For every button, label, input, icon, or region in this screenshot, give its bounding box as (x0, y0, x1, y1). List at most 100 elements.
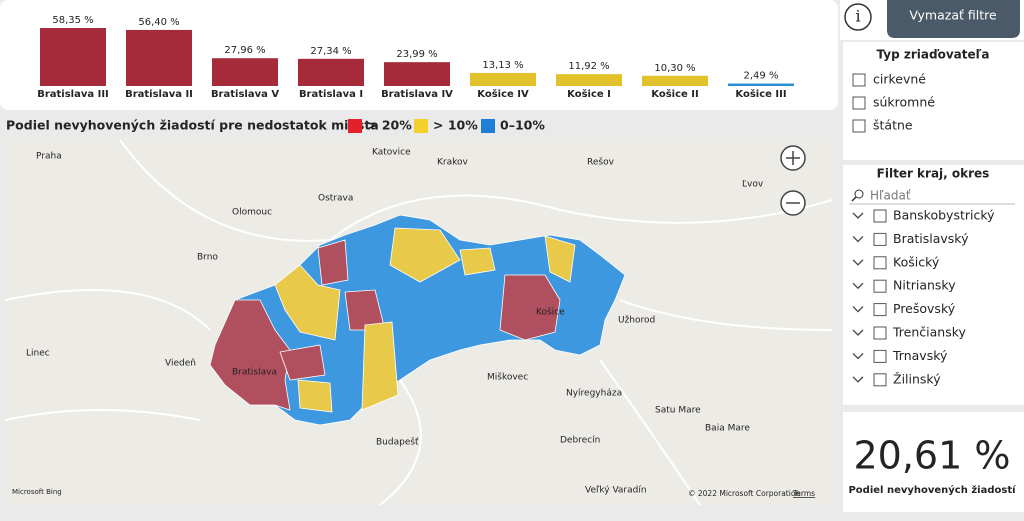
expand-chevron[interactable] (852, 352, 864, 360)
bar[interactable] (642, 75, 708, 86)
category-label: Bratislava V (211, 89, 279, 100)
map-label: Budapešť (376, 437, 419, 448)
value-label: 2,49 % (744, 71, 779, 82)
checkbox[interactable] (873, 232, 887, 246)
map-label: Košice (536, 307, 565, 318)
expand-chevron[interactable] (852, 259, 864, 266)
kpi-value: 20,61 % (854, 434, 1011, 478)
map-label: Linec (26, 349, 50, 359)
checkbox[interactable] (852, 119, 866, 133)
map-label: Rešov (587, 157, 615, 168)
bar[interactable] (384, 62, 450, 86)
map-label: Krakov (437, 158, 469, 168)
info-icon: i (855, 7, 860, 26)
category-label: Bratislava III (37, 89, 109, 100)
value-label: 56,40 % (138, 17, 179, 28)
bar[interactable] (298, 58, 364, 86)
checkbox[interactable] (873, 349, 887, 363)
map-label: Veľký Varadín (585, 486, 647, 496)
checkbox[interactable] (873, 373, 887, 387)
map-copyright: © 2022 Microsoft Corporation (688, 489, 800, 498)
option-label: Bratislavský (893, 231, 969, 246)
map-road (4, 139, 833, 506)
expand-chevron[interactable] (852, 376, 864, 383)
slicer-title: Typ zriaďovateľa (877, 48, 990, 62)
option-label: Nitriansky (893, 278, 956, 293)
map-label: Miškovec (487, 372, 528, 383)
region-high (279, 239, 561, 381)
value-label: 58,35 % (52, 15, 93, 26)
option-label: Prešovský (893, 301, 956, 316)
checkbox[interactable] (873, 209, 887, 223)
bar-card (0, 0, 838, 110)
expand-chevron[interactable] (852, 282, 864, 290)
value-label: 10,30 % (654, 63, 695, 74)
map-label: Ostrava (318, 194, 353, 204)
map-label: Satu Mare (655, 406, 701, 416)
option-label: Trenčiansky (892, 325, 967, 340)
expand-chevron[interactable] (852, 212, 864, 219)
map-label: Katovice (372, 148, 411, 158)
category-label: Košice III (735, 88, 786, 100)
value-label: 13,13 % (482, 60, 523, 71)
checkbox[interactable] (852, 73, 866, 87)
category-label: Košice I (567, 88, 611, 100)
checkbox[interactable] (873, 256, 887, 270)
map-label: Baia Mare (705, 424, 750, 434)
legend-swatch (414, 119, 428, 133)
map-label: Viedeň (165, 358, 196, 369)
legend-label: > 20% (367, 118, 412, 133)
bar[interactable] (556, 74, 622, 86)
clear-filters-label: Vymazať filtre (909, 8, 997, 23)
legend-title: Podiel nevyhovených žiadostí pre nedosta… (6, 118, 379, 133)
expand-chevron[interactable] (852, 306, 864, 313)
legend-label: 0–10% (500, 118, 545, 133)
search-box[interactable]: Hľadať (870, 189, 911, 203)
clear-filters-button[interactable] (887, 0, 1020, 38)
info-button[interactable] (844, 3, 872, 31)
kpi-card (843, 412, 1024, 512)
checkbox[interactable] (873, 326, 887, 340)
expand-chevron[interactable] (852, 329, 864, 336)
option-label: súkromné (873, 95, 935, 110)
option-label: štátne (873, 118, 913, 133)
checkbox[interactable] (873, 279, 887, 293)
region-mid (274, 227, 576, 413)
checkbox[interactable] (852, 96, 866, 110)
map-label: Brno (197, 253, 218, 263)
bar[interactable] (212, 58, 278, 86)
map-label: Ľvov (742, 180, 764, 190)
map[interactable]: Praha Brno Olomouc Ostrava Krakov Rešov … (4, 138, 833, 506)
map-label: Nyíregyháza (566, 389, 622, 399)
option-label: Žilinský (893, 371, 941, 386)
bar[interactable] (728, 83, 794, 86)
bar[interactable] (470, 72, 536, 86)
value-label: 23,99 % (396, 49, 437, 60)
search-icon (851, 196, 857, 202)
map-provider: Microsoft Bing (12, 488, 62, 496)
map-terms[interactable]: Terms (792, 489, 815, 498)
slicer-region (843, 165, 1024, 405)
expand-chevron[interactable] (852, 235, 864, 243)
category-label: Bratislava II (125, 89, 193, 100)
value-label: 27,34 % (310, 46, 351, 57)
legend-swatch (348, 119, 362, 133)
zoom-in-icon (786, 151, 800, 165)
bar[interactable] (40, 28, 106, 86)
category-label: Bratislava IV (381, 89, 453, 100)
legend-label: > 10% (433, 118, 478, 133)
slicer-title: Filter kraj, okres (877, 167, 990, 181)
option-label: Banskobystrický (893, 208, 995, 223)
category-label: Bratislava I (299, 89, 363, 100)
search-icon (854, 189, 864, 199)
checkbox[interactable] (873, 303, 887, 317)
map-label: Bratislava (232, 368, 277, 378)
value-label: 11,92 % (568, 61, 609, 72)
map-label: Praha (36, 152, 62, 162)
legend-swatch (481, 119, 495, 133)
kpi-label: Podiel nevyhovených žiadostí (848, 484, 1016, 496)
region-high (209, 299, 291, 411)
bar[interactable] (126, 29, 192, 87)
map-label: Olomouc (232, 208, 272, 218)
